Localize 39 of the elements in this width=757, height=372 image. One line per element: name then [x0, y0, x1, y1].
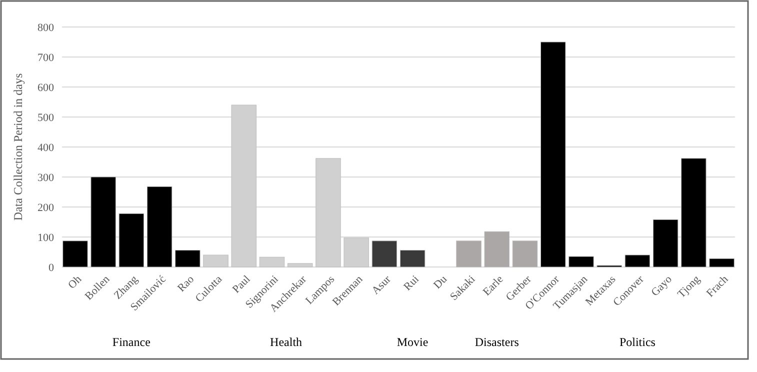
- bar: [568, 256, 594, 268]
- y-tick-label: 700: [38, 52, 54, 64]
- bar: [372, 240, 398, 268]
- y-tick-label: 500: [38, 112, 54, 124]
- y-tick-label: 400: [38, 142, 54, 154]
- text: Health: [270, 335, 302, 349]
- bar: [400, 250, 426, 268]
- bar: [484, 231, 510, 268]
- y-tick-label: 0: [48, 262, 54, 274]
- bar: [118, 213, 144, 268]
- x-tick-label: Gayo: [649, 273, 675, 299]
- bar: [90, 176, 116, 268]
- y-tick-label: 800: [38, 22, 54, 34]
- bar: [62, 240, 88, 268]
- bar: [259, 256, 285, 268]
- y-axis-title: Data Collection Period in days: [11, 73, 25, 221]
- bar: [456, 240, 482, 268]
- bar: [540, 42, 566, 268]
- text: Politics: [619, 335, 656, 349]
- bar: [203, 254, 228, 268]
- text: Finance: [112, 335, 150, 349]
- x-tick-label: Rao: [175, 273, 197, 294]
- bar: [624, 254, 650, 268]
- bar: [652, 219, 678, 268]
- bar: [146, 186, 172, 268]
- x-tick-label: Du: [432, 273, 450, 292]
- y-tick-label: 100: [38, 232, 54, 244]
- bar: [175, 250, 200, 268]
- y-tick-label: 600: [38, 82, 54, 94]
- bar: [709, 258, 734, 268]
- bar: [287, 263, 313, 268]
- y-tick-label: 200: [38, 202, 54, 214]
- bar: [681, 158, 706, 268]
- text: Movie: [396, 335, 428, 349]
- x-tick-label: Oh: [66, 273, 84, 292]
- text: Disasters: [474, 335, 520, 349]
- bar: [512, 240, 538, 268]
- x-tick-label: Rui: [402, 273, 422, 294]
- y-tick-label: 300: [38, 172, 54, 184]
